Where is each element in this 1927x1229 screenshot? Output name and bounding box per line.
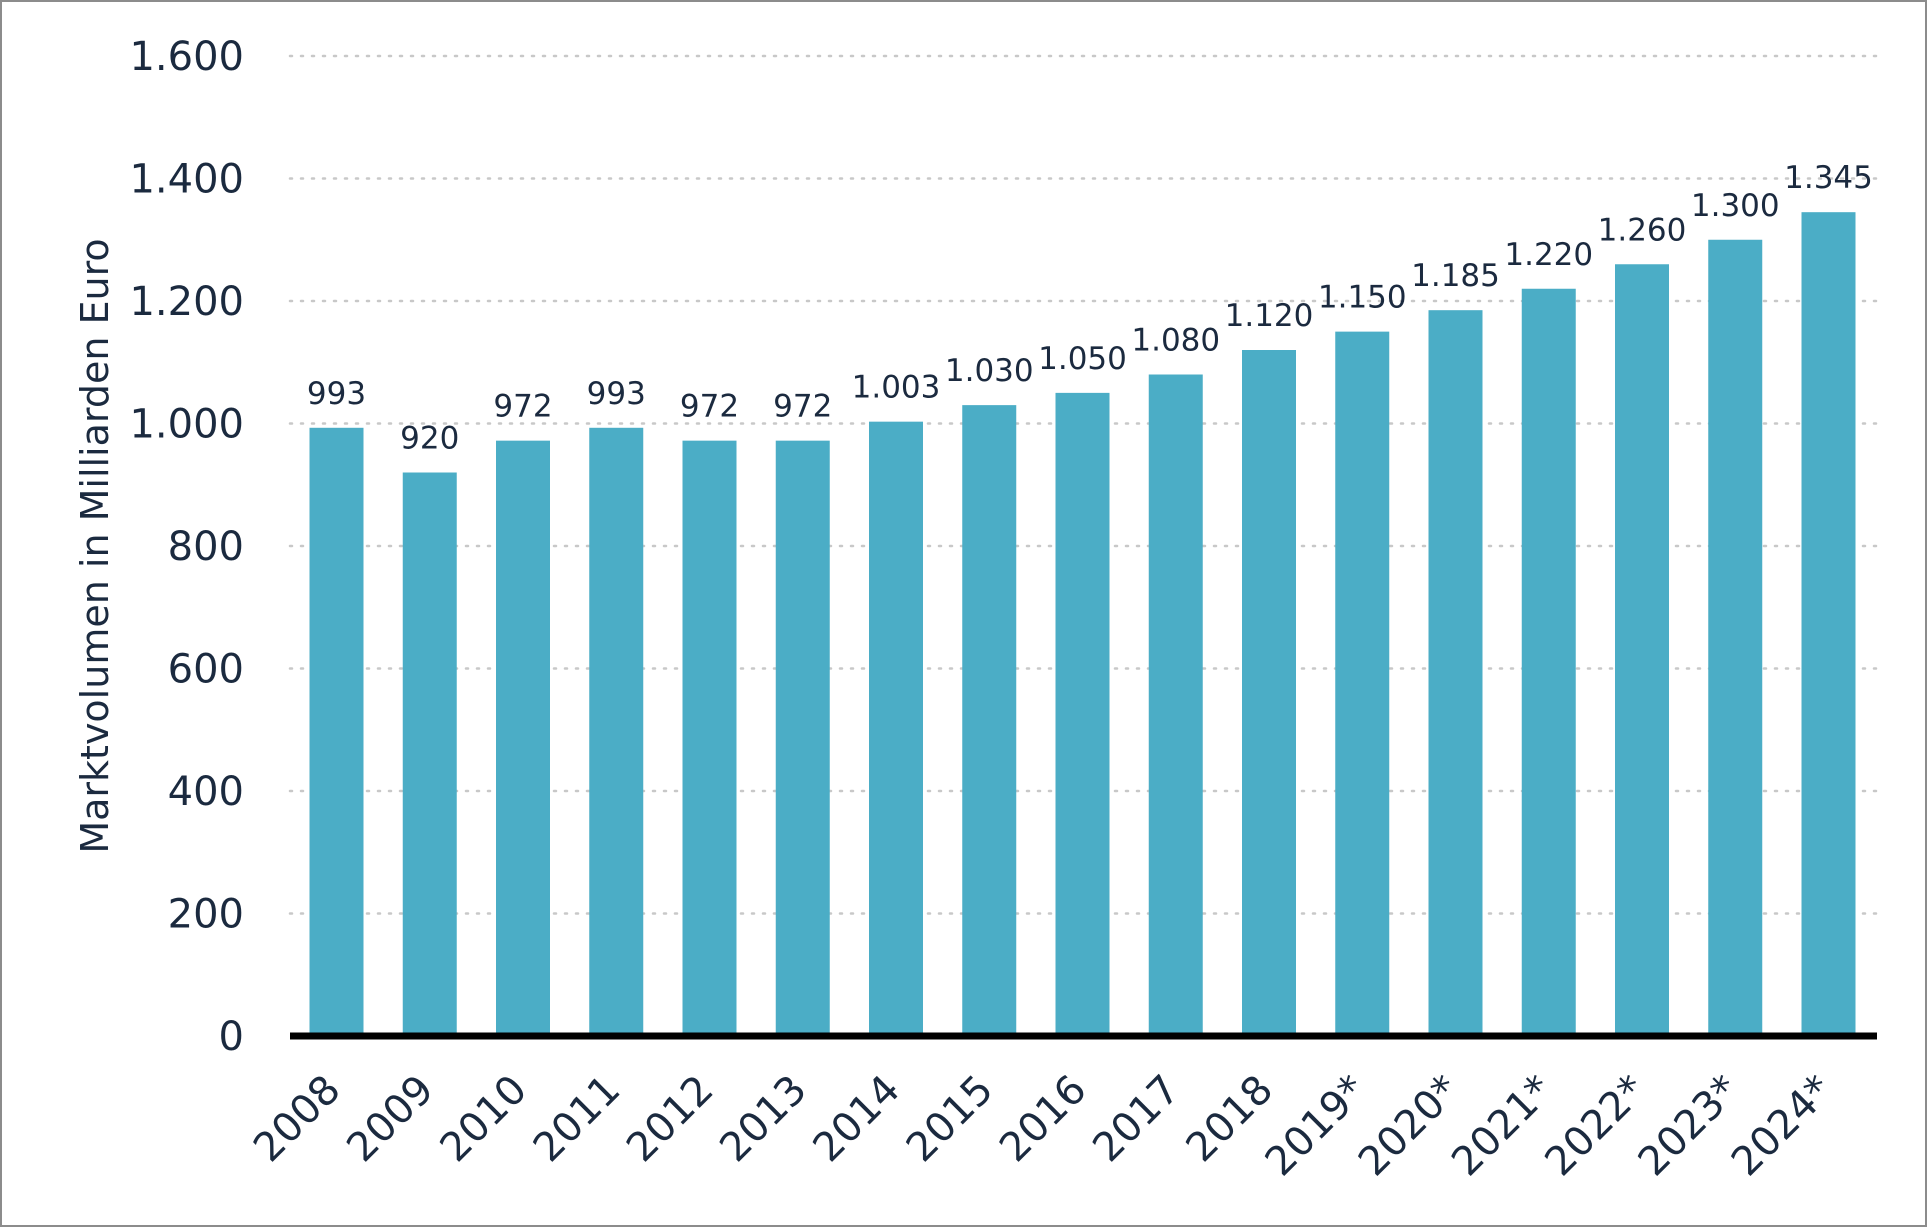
- bar-value-label: 972: [493, 389, 552, 425]
- x-tick-label: 2017: [1084, 1067, 1189, 1172]
- bar: [1148, 374, 1203, 1036]
- bar-value-label: 1.260: [1598, 212, 1687, 248]
- y-tick-label: 400: [168, 769, 244, 815]
- bar: [589, 427, 644, 1037]
- bar-value-label: 972: [680, 389, 739, 425]
- x-tick-label: 2009: [338, 1067, 443, 1172]
- x-tick-label: 2008: [245, 1067, 350, 1172]
- x-tick-label: 2020*: [1350, 1067, 1469, 1186]
- bar: [402, 472, 457, 1036]
- x-tick-label: 2010: [432, 1067, 537, 1172]
- bar: [1615, 264, 1669, 1036]
- bar: [309, 427, 364, 1037]
- x-tick-label: 2016: [991, 1067, 1096, 1172]
- y-axis-ticks: 0 200 400 600 800 1.000 1.200 1.400 1.600: [129, 34, 244, 1060]
- bar: [496, 440, 550, 1036]
- bar-value-label: 1.050: [1038, 341, 1127, 377]
- bar-value-label: 1.150: [1318, 280, 1407, 316]
- y-tick-label: 800: [168, 524, 244, 570]
- bar-value-label: 920: [400, 421, 459, 457]
- bar: [1521, 288, 1576, 1036]
- bar: [1242, 350, 1296, 1036]
- bar: [682, 440, 737, 1036]
- bar-value-label: 1.120: [1225, 298, 1314, 334]
- bar: [962, 405, 1017, 1036]
- bar-value-label: 972: [773, 389, 832, 425]
- bars: [309, 212, 1856, 1037]
- bar: [775, 440, 830, 1036]
- y-tick-label: 1.000: [129, 402, 244, 448]
- y-axis-title: Marktvolumen in Milliarden Euro: [73, 238, 117, 853]
- x-tick-label: 2019*: [1257, 1067, 1376, 1186]
- y-tick-label: 1.400: [129, 157, 244, 203]
- bar-value-label: 1.300: [1691, 188, 1780, 224]
- bar: [869, 421, 923, 1037]
- x-tick-label: 2011: [525, 1067, 630, 1172]
- y-tick-label: 1.200: [129, 279, 244, 325]
- y-tick-label: 1.600: [129, 34, 244, 80]
- bar: [1708, 239, 1763, 1036]
- y-tick-label: 200: [168, 892, 244, 938]
- x-tick-label: 2014: [805, 1067, 910, 1172]
- bar-value-label: 1.030: [945, 353, 1034, 389]
- x-tick-label: 2024*: [1723, 1067, 1842, 1186]
- x-tick-label: 2022*: [1536, 1067, 1655, 1186]
- x-tick-label: 2013: [711, 1067, 816, 1172]
- x-tick-label: 2015: [898, 1067, 1003, 1172]
- bar-value-label: 1.345: [1784, 160, 1873, 196]
- bar-value-label: 1.220: [1504, 237, 1593, 273]
- x-tick-label: 2012: [618, 1067, 723, 1172]
- bar: [1335, 331, 1390, 1036]
- x-tick-label: 2023*: [1630, 1067, 1749, 1186]
- y-tick-label: 0: [219, 1014, 244, 1060]
- bar-value-label: 1.003: [852, 370, 941, 406]
- bar: [1801, 212, 1856, 1036]
- bar-value-label: 993: [307, 376, 366, 412]
- bar: [1055, 392, 1110, 1036]
- bar-value-label: 1.185: [1411, 258, 1500, 294]
- x-tick-label: 2021*: [1443, 1067, 1562, 1186]
- bar-value-label: 993: [587, 376, 646, 412]
- y-tick-label: 600: [168, 647, 244, 693]
- bar-value-label: 1.080: [1131, 323, 1220, 359]
- bar: [1428, 310, 1483, 1036]
- x-axis-ticks: 2008200920102011201220132014201520162017…: [245, 1067, 1842, 1186]
